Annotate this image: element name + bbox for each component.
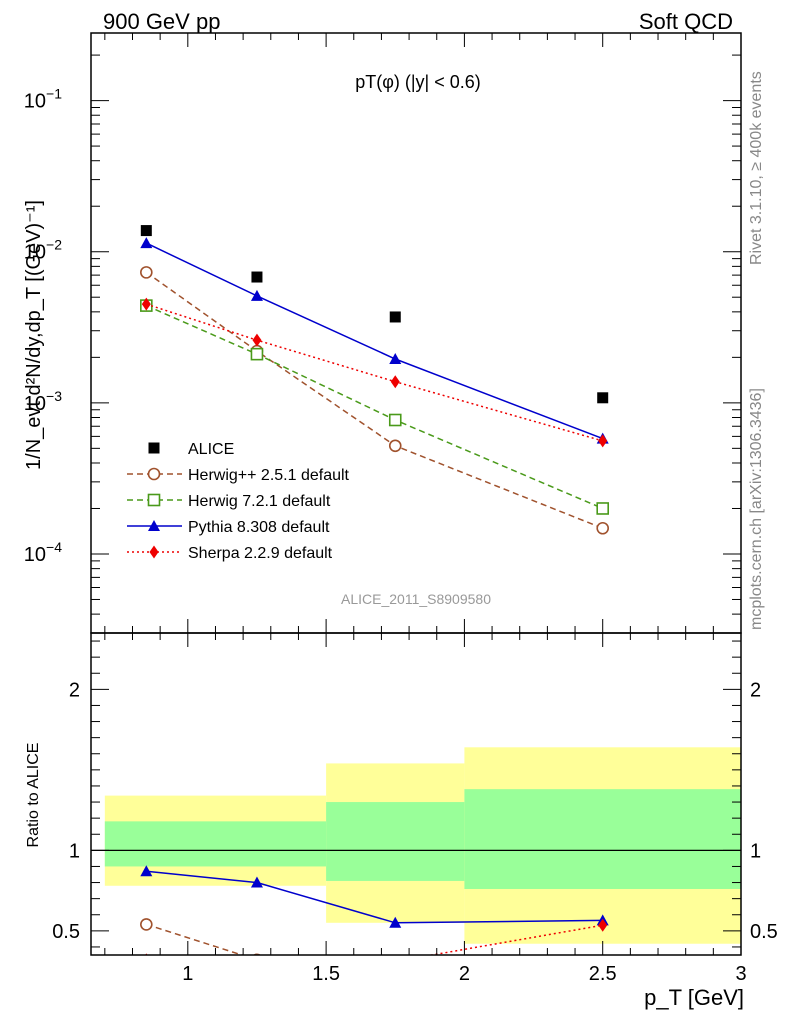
series-4-point-1 [252, 333, 262, 347]
series-3-point-1 [250, 289, 263, 301]
ratio-y-tick-label-left: 1 [69, 840, 80, 862]
series-2-point-3 [596, 502, 610, 515]
series-line-2 [146, 304, 603, 510]
bottom-frame [90, 632, 742, 956]
ratio-uncertainty-bands [91, 747, 741, 944]
x-axis-label: p_T [GeV] [644, 985, 744, 1010]
series-2-point-2 [388, 413, 402, 427]
series-line-3 [145, 242, 603, 440]
x-tick-label: 1 [182, 963, 193, 985]
legend-label-4: Sherpa 2.2.9 default [188, 545, 333, 562]
ratio-1-point-1 [250, 876, 263, 888]
ratio-0-point-1 [252, 953, 262, 955]
x-tick-label: 3 [735, 963, 746, 985]
ratio-0-point-2 [390, 983, 401, 994]
ratio-line-1 [146, 870, 603, 924]
y-tick-exponent: −3 [46, 388, 62, 404]
series-0-point-2 [389, 311, 401, 323]
ratio-1-point-0 [140, 865, 153, 877]
ratio-2-point-1 [252, 958, 261, 971]
y-tick-exponent: −1 [46, 86, 62, 102]
ratio-0-point-3 [597, 984, 608, 995]
series-1-point-0 [140, 266, 153, 279]
y-tick-label: 10−4 [24, 539, 62, 566]
axes: 1 1.5 2 2.5 3 10−4 10−3 10−2 10−1 0.5 0.5 1 1 2 2 [24, 32, 778, 985]
series-4-point-3 [598, 434, 608, 448]
y-tick-label: 10−2 [24, 237, 62, 264]
x-tick-label: 2.5 [589, 963, 617, 985]
ratio-1-point-2 [389, 916, 402, 928]
series-0-point-3 [597, 392, 609, 404]
header-left: 900 GeV pp [103, 9, 220, 34]
y-tick-label: 10−3 [24, 388, 62, 415]
x-tick-label: 2 [459, 963, 470, 985]
main-curves [140, 225, 610, 535]
ratio-0-point-0 [140, 918, 153, 931]
side-label-mcplots: mcplots.cern.ch [arXiv:1306.3436] [748, 388, 765, 630]
side-label-rivet: Rivet 3.1.10, ≥ 400k events [748, 71, 765, 265]
legend-label-2: Herwig 7.2.1 default [188, 493, 331, 510]
ratio-curves [140, 865, 609, 995]
series-0-point-0 [140, 225, 152, 237]
legend-marker-2 [147, 493, 161, 507]
series-3-point-2 [389, 353, 402, 365]
ratio-2-point-3 [598, 918, 608, 932]
series-0-point-1 [251, 271, 263, 283]
y-tick-exponent: −4 [46, 539, 62, 555]
x-tick-label: 1.5 [312, 963, 340, 985]
series-line-4 [146, 303, 603, 442]
ratio-y-tick-label-left: 0.5 [52, 921, 80, 943]
series-3-point-0 [140, 237, 153, 249]
y-tick-label: 10−1 [24, 86, 62, 113]
legend: ALICE Herwig++ 2.5.1 default Herwig 7.2.1 … [127, 441, 350, 562]
y-axis-label-bottom: Ratio to ALICE [25, 743, 42, 848]
y-axis-label-top: 1/N_evt d²N/dy,dp_T [(GeV)⁻¹] [23, 200, 45, 470]
band-green-0 [104, 821, 327, 867]
ratio-y-tick-label-left: 2 [69, 679, 80, 701]
legend-marker-3 [148, 520, 160, 531]
series-line-1 [145, 271, 603, 529]
top-frame [90, 32, 742, 634]
legend-marker-1 [147, 467, 161, 481]
header-right: Soft QCD [639, 9, 733, 34]
analysis-id: ALICE_2011_S8909580 [341, 591, 491, 607]
series-1-point-2 [388, 439, 402, 453]
series-4-point-2 [390, 375, 400, 389]
series-2-point-1 [250, 347, 264, 361]
band-green-2 [464, 789, 741, 889]
legend-label-3: Pythia 8.308 default [188, 519, 330, 536]
y-tick-exponent: −2 [46, 237, 62, 253]
legend-marker-4 [149, 545, 159, 559]
legend-label-1: Herwig++ 2.5.1 default [188, 467, 350, 484]
plot-title: pT(φ) (|y| < 0.6) [355, 72, 481, 92]
ratio-y-tick-label-right: 1 [750, 840, 761, 862]
series-4-point-0 [141, 297, 151, 311]
ratio-2-point-2 [395, 954, 396, 955]
band-green-1 [326, 802, 465, 881]
ratio-y-tick-label-right: 2 [750, 679, 761, 701]
ratio-y-tick-label-right: 0.5 [750, 921, 778, 943]
series-1-point-3 [596, 521, 610, 535]
legend-marker-0 [148, 442, 160, 454]
legend-label-0: ALICE [188, 441, 234, 458]
